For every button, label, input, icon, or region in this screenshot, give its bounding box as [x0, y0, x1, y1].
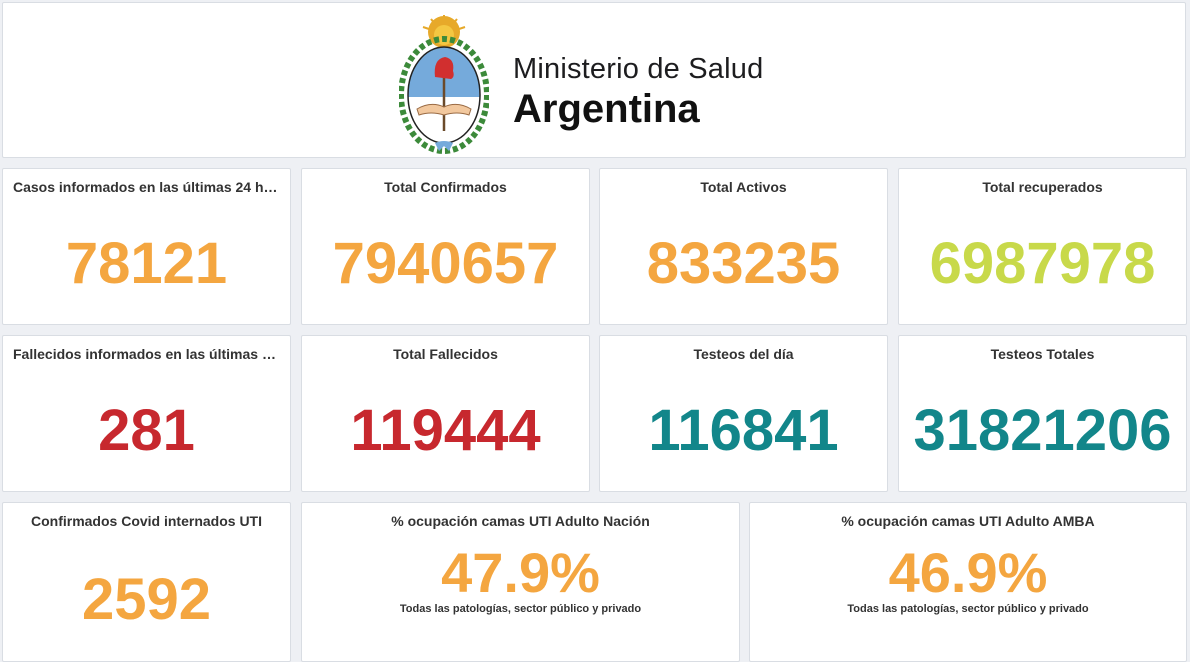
header-panel: Ministerio de Salud Argentina — [2, 2, 1186, 158]
card-title: % ocupación camas UTI Adulto Nación — [391, 513, 650, 529]
card-tests-total: Testeos Totales 31821206 — [898, 335, 1187, 492]
card-icu-occupancy-amba: % ocupación camas UTI Adulto AMBA 46.9% … — [749, 502, 1187, 662]
card-value: 116841 — [648, 398, 839, 463]
card-total-deaths: Total Fallecidos 119444 — [301, 335, 590, 492]
card-total-confirmed: Total Confirmados 7940657 — [301, 168, 590, 325]
card-value: 78121 — [65, 231, 228, 296]
card-total-active: Total Activos 833235 — [599, 168, 888, 325]
card-title: Testeos Totales — [990, 346, 1095, 362]
argentina-coat-of-arms-icon — [399, 15, 489, 154]
card-title: Total recuperados — [982, 179, 1103, 195]
card-value: 281 — [98, 398, 195, 463]
card-title: Confirmados Covid internados UTI — [30, 513, 262, 529]
country-name: Argentina — [513, 87, 700, 131]
card-title: Testeos del día — [693, 346, 794, 362]
card-icu-confirmed: Confirmados Covid internados UTI 2592 — [2, 502, 291, 662]
card-subtitle: Todas las patologías, sector público y p… — [847, 603, 1089, 615]
card-subtitle: Todas las patologías, sector público y p… — [399, 603, 642, 615]
card-total-recovered: Total recuperados 6987978 — [898, 168, 1187, 325]
card-value: 6987978 — [929, 231, 1156, 296]
card-title: Total Confirmados — [384, 179, 507, 195]
card-value: 46.9% — [888, 541, 1048, 604]
card-title: Fallecidos informados en las últimas 24 … — [13, 346, 280, 362]
card-value: 47.9% — [441, 541, 600, 604]
card-value: 119444 — [350, 398, 541, 463]
ministry-name: Ministerio de Salud — [513, 53, 764, 85]
card-value: 31821206 — [913, 398, 1172, 463]
card-deaths-24h: Fallecidos informados en las últimas 24 … — [2, 335, 291, 492]
card-title: Total Fallecidos — [393, 346, 498, 362]
card-value: 2592 — [81, 567, 212, 632]
card-value: 833235 — [646, 231, 841, 296]
card-title: % ocupación camas UTI Adulto AMBA — [841, 513, 1095, 529]
card-title: Casos informados en las últimas 24 horas — [13, 179, 280, 195]
card-tests-day: Testeos del día 116841 — [599, 335, 888, 492]
card-icu-occupancy-nation: % ocupación camas UTI Adulto Nación 47.9… — [301, 502, 740, 662]
card-value: 7940657 — [332, 231, 559, 296]
card-title: Total Activos — [700, 179, 787, 195]
card-cases-24h: Casos informados en las últimas 24 horas… — [2, 168, 291, 325]
